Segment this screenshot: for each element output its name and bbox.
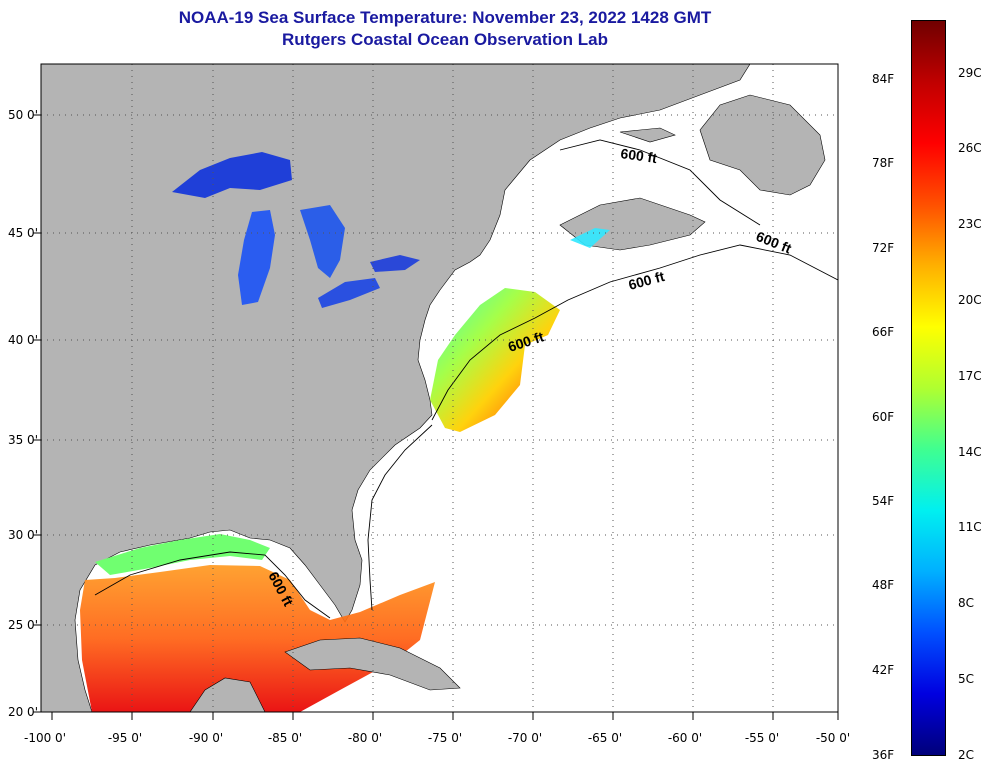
x-tick-label: -80 0' xyxy=(347,731,383,745)
y-tick-label: 40 0' xyxy=(7,333,38,347)
x-tick-label: -95 0' xyxy=(107,731,143,745)
colorbar-f-label: 36F xyxy=(872,748,895,762)
lake-erie xyxy=(318,278,380,308)
graticule xyxy=(41,64,838,712)
colorbar-c-label: 17C xyxy=(958,369,982,383)
lake-superior xyxy=(172,152,292,198)
land-yucatan xyxy=(189,677,266,712)
land-newfoundland xyxy=(699,94,826,196)
x-tick-label: -100 0' xyxy=(24,731,66,745)
axis-ticks xyxy=(33,114,839,720)
land-anticosti xyxy=(619,127,676,143)
y-tick-label: 30 0' xyxy=(7,528,38,542)
isobath-600ft-gulf-stlawrence xyxy=(559,139,761,226)
colorbar-c-label: 8C xyxy=(958,596,975,610)
colorbar-c-label: 26C xyxy=(958,141,982,155)
colorbar-f-label: 60F xyxy=(872,410,895,424)
lake-huron xyxy=(300,205,345,278)
lake-michigan xyxy=(238,210,275,305)
y-tick-label: 45 0' xyxy=(7,226,38,240)
x-tick-label: -65 0' xyxy=(587,731,623,745)
sst-mid-atlantic-shelf xyxy=(430,288,560,432)
colorbar-c-label: 29C xyxy=(958,66,982,80)
y-tick-label: 35 0' xyxy=(7,433,38,447)
x-tick-label: -70 0' xyxy=(507,731,543,745)
y-tick-label: 20 0' xyxy=(7,705,38,719)
temperature-colorbar xyxy=(911,20,946,756)
colorbar-c-label: 2C xyxy=(958,748,975,762)
map-frame xyxy=(40,63,839,713)
sst-gulf-coast-cool xyxy=(95,534,270,575)
isobath-600ft-southeast xyxy=(367,424,433,611)
map-frame-content: 600 ft 600 ft 600 ft 600 ft 600 ft xyxy=(41,64,838,712)
colorbar-c-label: 14C xyxy=(958,445,982,459)
colorbar-c-label: 11C xyxy=(958,520,982,534)
x-tick-label: -55 0' xyxy=(744,731,780,745)
x-tick-label: -60 0' xyxy=(667,731,703,745)
lake-ontario xyxy=(370,255,420,272)
colorbar-c-label: 20C xyxy=(958,293,982,307)
colorbar-f-label: 54F xyxy=(872,494,895,508)
isobath-label: 600 ft xyxy=(620,145,659,166)
x-tick-label: -75 0' xyxy=(427,731,463,745)
colorbar-c-label: 5C xyxy=(958,672,975,686)
colorbar-f-label: 78F xyxy=(872,156,895,170)
sst-gulf-of-mexico xyxy=(80,565,435,712)
colorbar-c-label: 23C xyxy=(958,217,982,231)
colorbar-f-label: 72F xyxy=(872,241,895,255)
colorbar-f-label: 84F xyxy=(872,72,895,86)
isobath-600ft-gulf xyxy=(94,551,331,619)
map-title: NOAA-19 Sea Surface Temperature: Novembe… xyxy=(178,8,712,27)
colorbar-f-label: 48F xyxy=(872,578,895,592)
x-tick-label: -50 0' xyxy=(815,731,851,745)
y-tick-label: 25 0' xyxy=(7,618,38,632)
y-tick-label: 50 0' xyxy=(7,108,38,122)
land-north-america xyxy=(41,64,751,712)
colorbar-f-label: 66F xyxy=(872,325,895,339)
colorbar-f-label: 42F xyxy=(872,663,895,677)
x-tick-label: -90 0' xyxy=(188,731,224,745)
x-tick-label: -85 0' xyxy=(267,731,303,745)
isobath-600ft-atlantic xyxy=(431,244,838,421)
map-subtitle: Rutgers Coastal Ocean Observation Lab xyxy=(282,30,608,49)
